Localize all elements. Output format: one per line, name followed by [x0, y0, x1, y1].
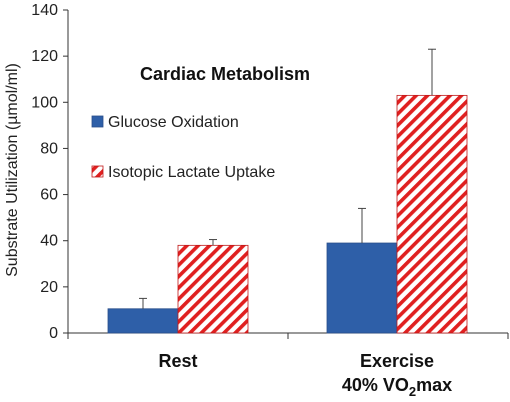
- y-tick-label: 20: [40, 279, 58, 296]
- bar-glucose-oxidation-exercise: [326, 242, 398, 334]
- legend-swatch-isotopic-lactate-uptake: [91, 165, 104, 178]
- category-label-rest: Rest: [158, 351, 197, 371]
- vo2max-subscript: 2: [409, 384, 416, 399]
- y-tick-label: 120: [31, 48, 58, 65]
- bar-isotopic-lactate-uptake-rest: [177, 244, 249, 334]
- bar-isotopic-lactate-uptake-exercise: [396, 94, 468, 334]
- y-tick-label: 140: [31, 2, 58, 19]
- legend-swatch-glucose-oxidation: [91, 115, 104, 128]
- bars-group: [107, 48, 468, 334]
- chart-title: Cardiac Metabolism: [140, 64, 310, 84]
- y-tick-label: 0: [49, 325, 58, 342]
- vo2max-prefix: 40% VO: [342, 375, 409, 395]
- category-label-exercise: Exercise: [360, 351, 434, 371]
- vo2max-suffix: max: [416, 375, 452, 395]
- category-sublabel-vo2max: 40% VO2max: [342, 375, 452, 399]
- axes: 0 20 40 60 80 100 120 140: [31, 2, 509, 342]
- y-tick-label: 100: [31, 94, 58, 111]
- legend-label-isotopic-lactate-uptake: Isotopic Lactate Uptake: [108, 164, 275, 181]
- legend-label-glucose-oxidation: Glucose Oxidation: [108, 114, 239, 131]
- y-axis-label: Substrate Utilization (µmol/ml): [4, 63, 21, 277]
- bar-glucose-oxidation-rest: [107, 308, 179, 334]
- y-tick-label: 80: [40, 140, 58, 157]
- y-tick-label: 40: [40, 233, 58, 250]
- y-tick-label: 60: [40, 187, 58, 204]
